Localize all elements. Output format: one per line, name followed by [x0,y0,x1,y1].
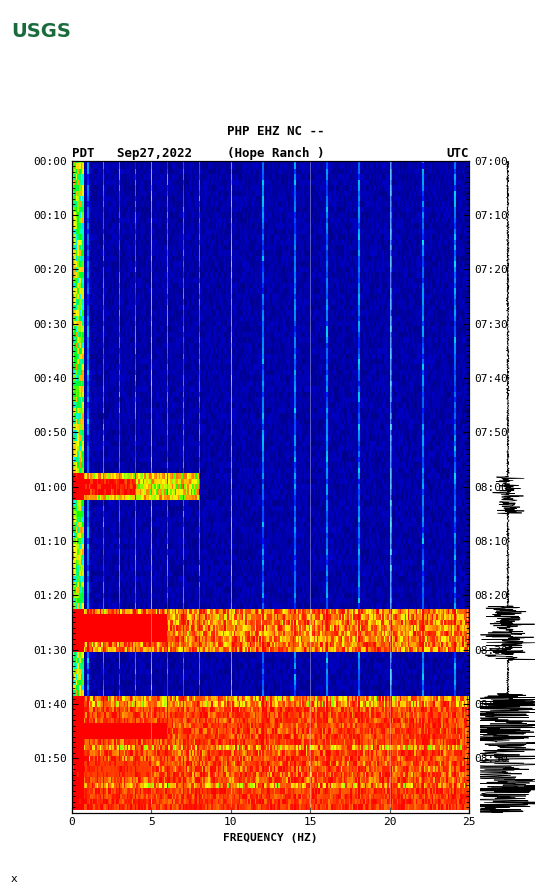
Text: (Hope Ranch ): (Hope Ranch ) [227,147,325,161]
Text: UTC: UTC [447,147,469,161]
Text: x: x [11,874,18,884]
Text: PDT   Sep27,2022: PDT Sep27,2022 [72,147,192,161]
Text: USGS: USGS [11,22,71,41]
Text: PHP EHZ NC --: PHP EHZ NC -- [227,125,325,138]
X-axis label: FREQUENCY (HZ): FREQUENCY (HZ) [223,833,318,843]
